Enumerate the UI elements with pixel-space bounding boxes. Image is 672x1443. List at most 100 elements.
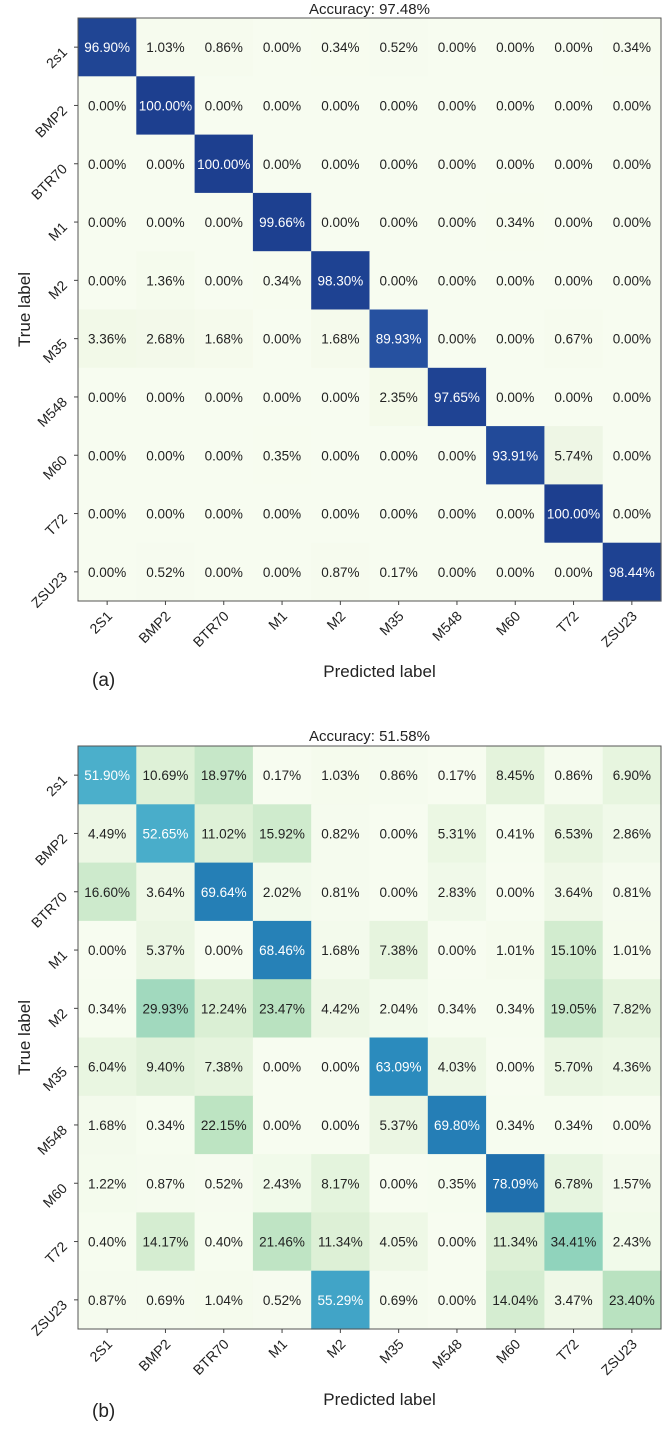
heatmap-cell xyxy=(78,542,137,602)
cell-value-label: 3.64% xyxy=(554,885,592,900)
heatmap-cell xyxy=(194,134,254,194)
cell-value-label: 0.00% xyxy=(438,565,476,580)
heatmap-cell xyxy=(602,804,662,864)
heatmap-cell xyxy=(544,251,604,311)
heatmap-cell xyxy=(427,18,487,77)
cell-value-label: 0.34% xyxy=(554,1118,592,1133)
cell-value-label: 0.00% xyxy=(263,1060,301,1075)
cell-value-label: 1.57% xyxy=(613,1176,651,1191)
cell-value-label: 52.65% xyxy=(143,826,189,841)
cell-value-label: 0.34% xyxy=(438,1001,476,1016)
heatmap-cell xyxy=(252,134,312,194)
panel-label: (b) xyxy=(92,1401,115,1422)
heatmap-cell xyxy=(194,979,254,1039)
cell-value-label: 1.36% xyxy=(146,273,184,288)
y-tick-label: 2s1 xyxy=(43,44,70,71)
heatmap-cell xyxy=(427,746,487,805)
x-tick-label: 2S1 xyxy=(86,1336,115,1365)
confusion-matrix-a: Accuracy: 97.48% 96.90% 1.03% 0.86% 0.00% 0.3… xyxy=(15,1,662,691)
cell-value-label: 0.00% xyxy=(438,40,476,55)
heatmap-cell xyxy=(78,18,137,77)
cell-value-label: 0.00% xyxy=(613,273,651,288)
cell-value-label: 96.90% xyxy=(84,40,130,55)
x-tick-label: M2 xyxy=(323,1336,348,1361)
cell-value-label: 0.00% xyxy=(496,40,534,55)
heatmap-cell xyxy=(78,979,137,1039)
cell-value-label: 0.00% xyxy=(146,157,184,172)
heatmap-cell xyxy=(602,862,662,922)
cell-value-label: 0.86% xyxy=(205,40,243,55)
cell-value-label: 0.00% xyxy=(496,98,534,113)
heatmap-cell xyxy=(194,1270,254,1330)
cell-value-label: 22.15% xyxy=(201,1118,247,1133)
y-tick-label: ZSU23 xyxy=(28,1297,70,1339)
heatmap-cell xyxy=(136,309,196,369)
heatmap-cell xyxy=(194,251,254,311)
cell-value-label: 0.00% xyxy=(554,40,592,55)
cell-value-label: 0.00% xyxy=(613,448,651,463)
cell-value-label: 0.00% xyxy=(380,273,418,288)
heatmap-cell xyxy=(427,862,487,922)
cell-value-label: 0.00% xyxy=(88,98,126,113)
heatmap-cell xyxy=(252,804,312,864)
x-tick-label: BMP2 xyxy=(135,1336,173,1374)
heatmap-cell xyxy=(427,76,487,136)
heatmap-cell xyxy=(602,18,662,77)
cell-value-label: 100.00% xyxy=(197,157,250,172)
y-tick-label: T72 xyxy=(42,1238,71,1267)
cell-value-label: 0.00% xyxy=(496,1060,534,1075)
plot-frame xyxy=(77,17,662,602)
cell-value-label: 0.00% xyxy=(380,215,418,230)
heatmap-cell xyxy=(252,484,312,544)
heatmap-cell xyxy=(544,18,604,77)
cell-value-label: 97.65% xyxy=(434,390,480,405)
heatmap-cell xyxy=(369,979,429,1039)
cell-value-label: 0.00% xyxy=(554,157,592,172)
cell-value-label: 93.91% xyxy=(492,448,538,463)
heatmap-cell xyxy=(194,426,254,485)
cell-value-label: 0.00% xyxy=(380,826,418,841)
heatmap-cell xyxy=(369,426,429,485)
heatmap-cell xyxy=(602,920,662,980)
heatmap-cell xyxy=(486,1270,545,1330)
heatmap-cell xyxy=(194,920,254,980)
heatmap-cell xyxy=(486,1095,545,1155)
x-tick-label: M35 xyxy=(376,608,407,639)
cell-value-label: 0.87% xyxy=(146,1176,184,1191)
cell-value-label: 1.22% xyxy=(88,1176,126,1191)
cell-value-label: 5.37% xyxy=(380,1118,418,1133)
cell-value-label: 0.00% xyxy=(496,565,534,580)
cell-value-label: 69.80% xyxy=(434,1118,480,1133)
cell-value-label: 0.00% xyxy=(88,390,126,405)
heatmap-cell xyxy=(78,251,137,311)
heatmap-cell xyxy=(486,979,545,1039)
heatmap-cell xyxy=(602,76,662,136)
heatmap-cell xyxy=(136,134,196,194)
heatmap-cell xyxy=(486,192,545,252)
y-tick-label: T72 xyxy=(42,510,71,539)
cell-value-label: 5.70% xyxy=(554,1060,592,1075)
cell-value-label: 0.40% xyxy=(88,1235,126,1250)
heatmap-cell xyxy=(369,134,429,194)
cell-value-label: 0.52% xyxy=(205,1176,243,1191)
heatmap-cell xyxy=(427,1270,487,1330)
heatmap-cell xyxy=(486,309,545,369)
heatmap-cell xyxy=(369,1095,429,1155)
cell-value-label: 0.00% xyxy=(321,390,359,405)
cell-value-label: 0.00% xyxy=(554,273,592,288)
x-tick-label: ZSU23 xyxy=(598,1336,640,1378)
heatmap-cell xyxy=(544,920,604,980)
cell-value-label: 0.34% xyxy=(496,1118,534,1133)
x-tick-label: ZSU23 xyxy=(598,608,640,650)
cell-value-label: 69.64% xyxy=(201,885,247,900)
heatmap-cell xyxy=(194,1095,254,1155)
heatmap-cell xyxy=(602,1095,662,1155)
heatmap-cell xyxy=(602,309,662,369)
heatmap-cell xyxy=(602,251,662,311)
cell-value-label: 0.00% xyxy=(205,98,243,113)
cell-value-label: 0.17% xyxy=(263,768,301,783)
cell-value-label: 0.00% xyxy=(88,565,126,580)
cell-value-label: 0.00% xyxy=(321,507,359,522)
heatmap-cell xyxy=(311,76,371,136)
cell-value-label: 0.00% xyxy=(438,273,476,288)
